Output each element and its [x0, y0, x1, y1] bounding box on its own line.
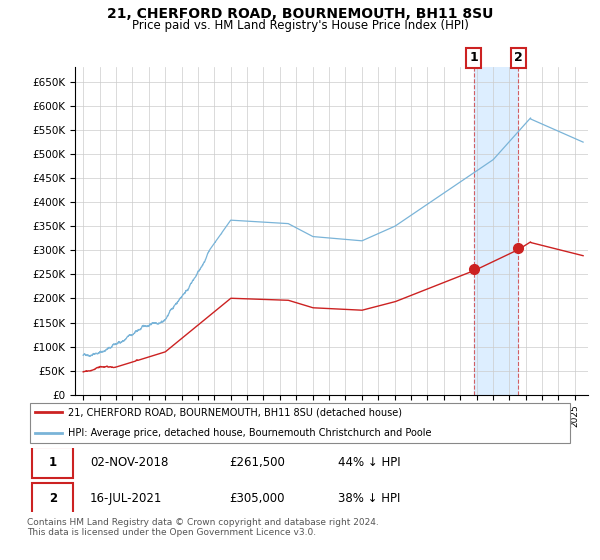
Text: 2: 2	[514, 52, 523, 64]
Text: 44% ↓ HPI: 44% ↓ HPI	[338, 456, 401, 469]
Text: 21, CHERFORD ROAD, BOURNEMOUTH, BH11 8SU: 21, CHERFORD ROAD, BOURNEMOUTH, BH11 8SU	[107, 7, 493, 21]
Bar	[474, 67, 518, 395]
Text: 1: 1	[470, 52, 478, 64]
Text: 1: 1	[49, 456, 57, 469]
FancyBboxPatch shape	[32, 483, 73, 514]
Text: 2: 2	[49, 492, 57, 505]
Text: £261,500: £261,500	[229, 456, 285, 469]
Text: £305,000: £305,000	[229, 492, 284, 505]
Text: 21, CHERFORD ROAD, BOURNEMOUTH, BH11 8SU (detached house): 21, CHERFORD ROAD, BOURNEMOUTH, BH11 8SU…	[68, 408, 402, 418]
Text: Price paid vs. HM Land Registry's House Price Index (HPI): Price paid vs. HM Land Registry's House …	[131, 19, 469, 32]
Text: Contains HM Land Registry data © Crown copyright and database right 2024.
This d: Contains HM Land Registry data © Crown c…	[27, 518, 379, 538]
Text: 38% ↓ HPI: 38% ↓ HPI	[338, 492, 401, 505]
Text: HPI: Average price, detached house, Bournemouth Christchurch and Poole: HPI: Average price, detached house, Bour…	[68, 428, 431, 438]
FancyBboxPatch shape	[30, 403, 570, 443]
Text: 02-NOV-2018: 02-NOV-2018	[90, 456, 168, 469]
Text: 16-JUL-2021: 16-JUL-2021	[90, 492, 162, 505]
FancyBboxPatch shape	[32, 447, 73, 478]
